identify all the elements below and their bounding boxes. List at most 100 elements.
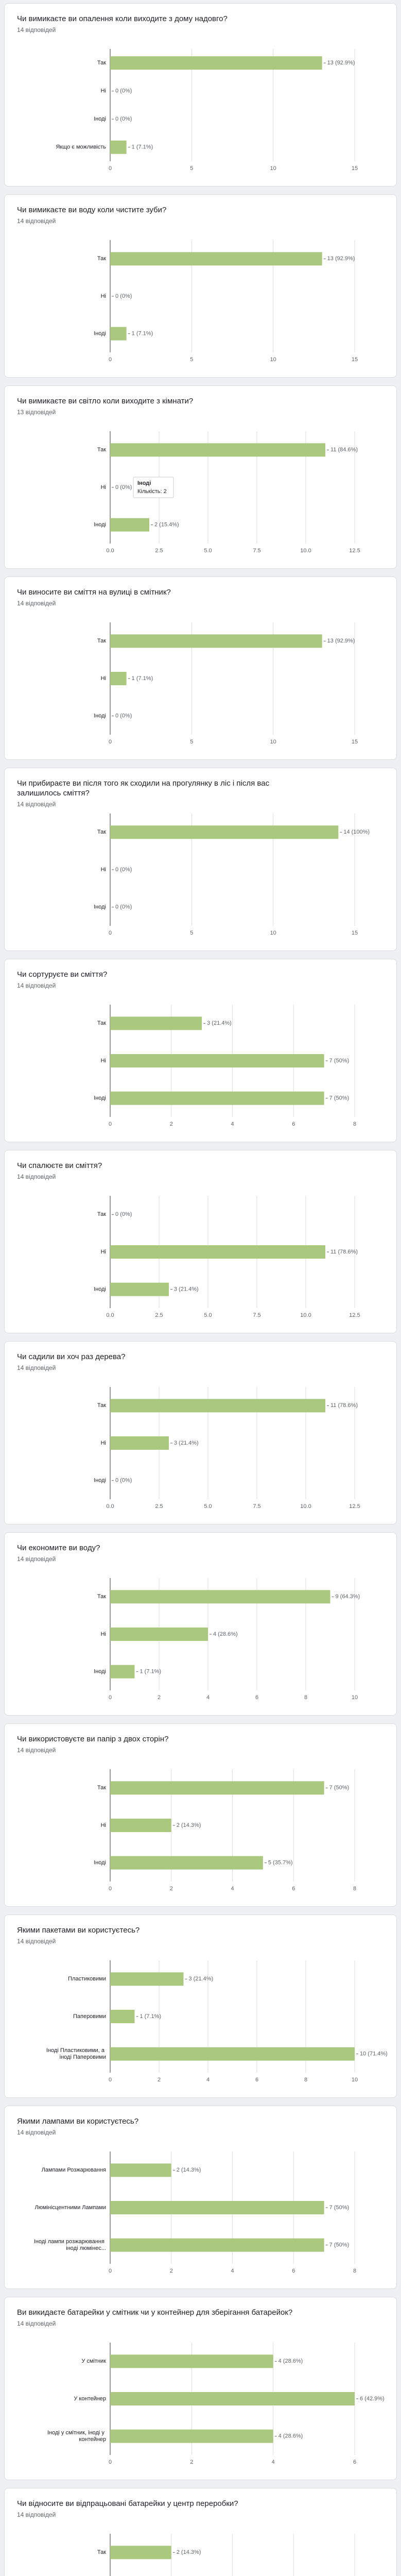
question-title: Чи відносите ви відпрацьовані батарейки … (17, 2499, 238, 2508)
bar (110, 2201, 324, 2214)
x-tick-label: 4 (272, 2459, 275, 2465)
bar (110, 1819, 171, 1832)
x-tick-label: 10 (270, 165, 276, 172)
question-title: Якими лампами ви користуєтесь? (17, 2117, 138, 2126)
category-label: Так (97, 1211, 106, 1217)
x-tick-label: 10 (270, 739, 276, 745)
x-tick-label: 10 (270, 357, 276, 363)
value-label: 0 (0%) (115, 1478, 132, 1484)
category-label: Так (97, 447, 106, 453)
bar (110, 1972, 184, 1986)
value-label: 1 (7.1%) (140, 2013, 162, 2020)
category-label: Ні (101, 867, 106, 873)
category-label: Так (97, 1020, 106, 1026)
bar (110, 1091, 324, 1105)
bar (110, 2010, 135, 2023)
bar (110, 672, 127, 685)
category-label: Якщо є можливість (56, 144, 106, 150)
bar (110, 1282, 169, 1296)
x-tick-label: 15 (352, 930, 358, 936)
category-label: Іноді Пластиковими, а іноді Паперовими (46, 2047, 106, 2060)
x-tick-label: 7.5 (253, 1503, 260, 1510)
category-label: Ні (101, 1440, 106, 1446)
response-count: 14 відповідей (17, 1747, 56, 1754)
x-tick-label: 6 (255, 2077, 258, 2083)
bar (110, 634, 322, 648)
x-tick-label: 2 (170, 2268, 173, 2274)
response-count: 14 відповідей (17, 1173, 56, 1180)
x-tick-label: 2 (158, 1694, 161, 1701)
value-label: 5 (35.7%) (268, 1860, 293, 1866)
value-label: 11 (78.6%) (330, 1249, 358, 1255)
value-label: 14 (100%) (343, 829, 370, 835)
bar (110, 1856, 263, 1870)
bar (110, 252, 322, 266)
bar (110, 56, 322, 70)
x-tick-label: 8 (304, 2077, 307, 2083)
bar (110, 2354, 273, 2368)
category-label: Іноді лампи розжарювання іноді люмінес..… (34, 2239, 106, 2251)
result-card: Чи відносите ви відпрацьовані батарейки … (4, 2488, 397, 2576)
category-label: Ні (101, 1631, 106, 1637)
x-tick-label: 0.0 (106, 548, 114, 554)
x-tick-label: 0 (109, 1121, 112, 1127)
question-title: Ви викидаєте батарейки у смітник чи у ко… (17, 2308, 292, 2317)
x-tick-label: 5.0 (204, 1312, 212, 1318)
x-tick-label: 8 (353, 1121, 356, 1127)
x-tick-label: 8 (304, 1694, 307, 1701)
result-card: Чи виносите ви сміття на вулиці в смітни… (4, 577, 397, 760)
x-tick-label: 0 (109, 2077, 112, 2083)
chart: Ви викидаєте батарейки у смітник чи у ко… (17, 2308, 385, 2465)
response-count: 14 відповідей (17, 26, 56, 33)
x-tick-label: 4 (231, 1886, 234, 1892)
value-label: 13 (92.9%) (327, 256, 355, 262)
bar (110, 2546, 171, 2560)
x-tick-label: 2 (170, 1121, 173, 1127)
response-count: 14 відповідей (17, 801, 56, 808)
x-tick-label: 5.0 (204, 1503, 212, 1510)
category-label: Так (97, 1785, 106, 1791)
chart: Якими пакетами ви користуєтесь? 14 відпов… (17, 1926, 388, 2083)
tooltip-box (133, 477, 174, 498)
category-label: Іноді (94, 1095, 106, 1101)
value-label: 0 (0%) (115, 867, 132, 873)
result-card: Ви викидаєте батарейки у смітник чи у ко… (4, 2297, 397, 2480)
response-count: 13 відповідей (17, 409, 56, 416)
value-label: 1 (7.1%) (140, 1669, 162, 1675)
bar (110, 1016, 202, 1030)
value-label: 0 (0%) (115, 1211, 132, 1217)
bar (110, 1054, 324, 1067)
category-label: Іноді (94, 1478, 106, 1484)
value-label: 0 (0%) (115, 88, 132, 94)
value-label: 7 (50%) (329, 2242, 350, 2248)
x-tick-label: 0 (109, 930, 112, 936)
category-label: Ні (101, 1822, 106, 1828)
chart: Чи вимикаєте ви світло коли виходите з к… (17, 397, 360, 554)
category-label: Люмінісцентними Лампами (35, 2205, 106, 2211)
result-card: Якими лампами ви користуєтесь? 14 відпові… (4, 2106, 397, 2289)
category-label: Пластиковими (68, 1976, 106, 1982)
value-label: 1 (7.1%) (132, 331, 153, 337)
category-label: Ні (101, 484, 106, 490)
value-label: 2 (14.3%) (177, 2167, 201, 2173)
bar (110, 1436, 169, 1450)
category-label: Так (97, 2549, 106, 2555)
result-card: Чи вимикаєте ви опалення коли виходите з… (4, 3, 397, 187)
x-tick-label: 6 (292, 1121, 295, 1127)
value-label: 0 (0%) (115, 904, 132, 910)
x-tick-label: 4 (231, 1121, 234, 1127)
question-title: Чи садили ви хоч раз дерева? (17, 1352, 125, 1361)
x-tick-label: 8 (353, 1886, 356, 1892)
value-label: 3 (21.4%) (174, 1286, 199, 1293)
value-label: 7 (50%) (329, 1058, 350, 1064)
tooltip-title: Іноді (137, 480, 151, 486)
bar (110, 1590, 330, 1604)
x-tick-label: 15 (352, 357, 358, 363)
bar (110, 1399, 325, 1413)
x-tick-label: 6 (255, 1694, 258, 1701)
bar (110, 140, 127, 154)
response-count: 14 відповідей (17, 1938, 56, 1945)
x-tick-label: 12.5 (349, 1503, 360, 1510)
x-tick-label: 5 (190, 165, 193, 172)
x-tick-label: 12.5 (349, 1312, 360, 1318)
